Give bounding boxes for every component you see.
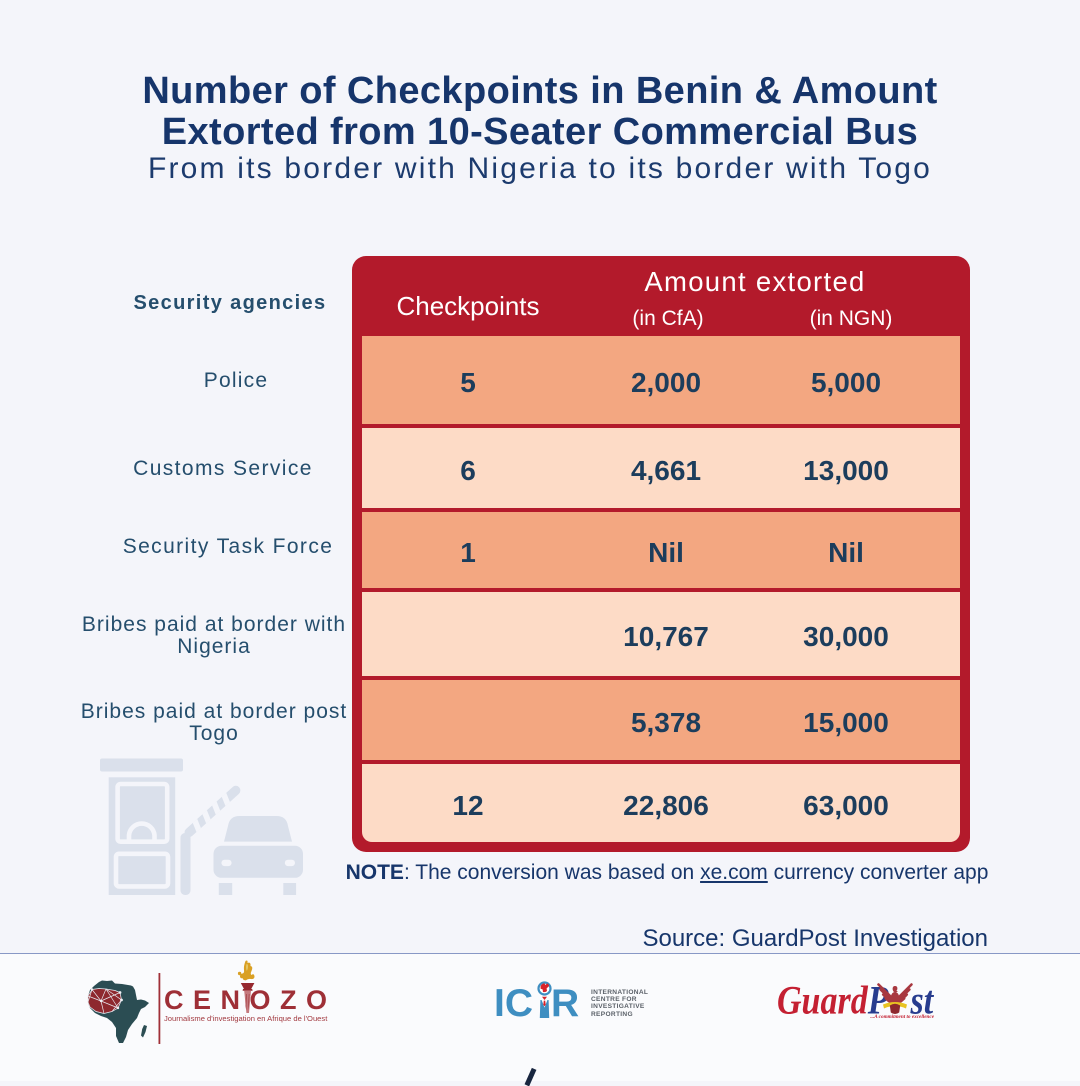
svg-text:Journalisme d'investigation en: Journalisme d'investigation en Afrique d… (164, 1014, 328, 1023)
